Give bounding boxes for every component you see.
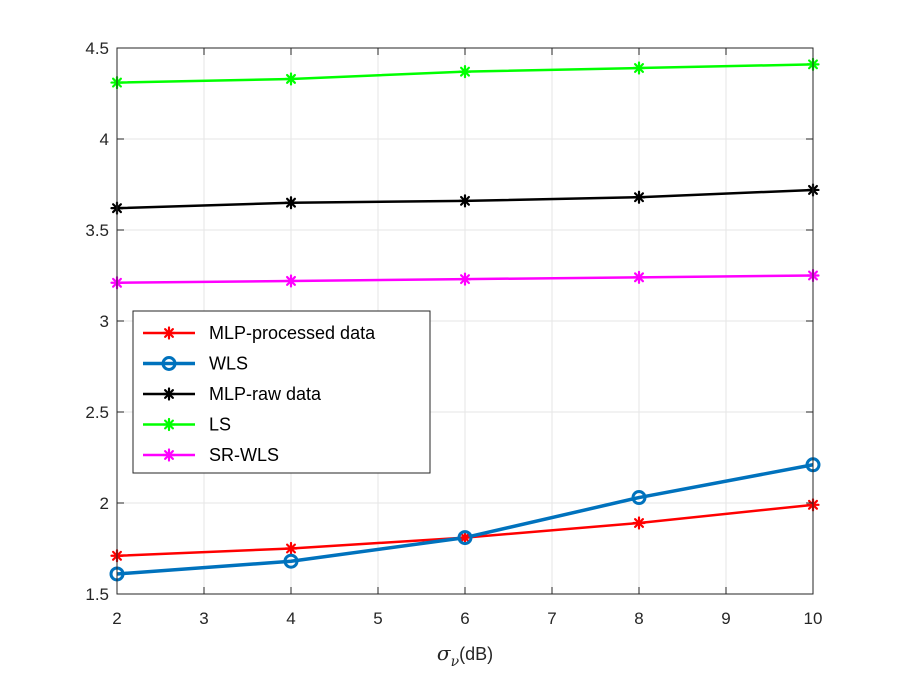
x-axis-label-symbol: σ <box>437 641 452 665</box>
data-point-wls <box>457 530 473 546</box>
legend-label-mlp-raw-data: MLP-raw data <box>209 384 322 404</box>
legend-box <box>132 310 431 474</box>
data-point-wls <box>283 553 299 569</box>
data-point-wls <box>631 490 647 506</box>
legend-marker-sr-wls <box>162 448 176 462</box>
data-point-sr-wls <box>458 272 472 286</box>
x-tick-label: 4 <box>286 609 295 628</box>
y-tick-label: 1.5 <box>85 585 109 604</box>
legend-label-wls: WLS <box>209 354 248 374</box>
y-tick-label: 3 <box>100 312 109 331</box>
legend-marker-ls <box>162 417 176 432</box>
y-tick-label: 2.5 <box>85 403 109 422</box>
data-point-mlp-processed-data <box>458 530 472 545</box>
x-axis-label: σν(dB) <box>437 641 493 670</box>
y-tick-label: 3.5 <box>85 221 109 240</box>
x-axis-label-subscript: ν <box>451 654 460 670</box>
data-point-mlp-raw-data <box>632 190 646 204</box>
legend-marker-mlp-raw-data <box>162 387 176 401</box>
y-tick-label: 4 <box>100 130 109 149</box>
data-point-sr-wls <box>632 270 646 284</box>
data-point-mlp-raw-data <box>458 194 472 208</box>
data-point-ls <box>632 61 646 75</box>
data-point-ls <box>284 72 298 86</box>
data-point-mlp-raw-data <box>284 196 298 210</box>
legend-label-mlp-processed-data: MLP-processed data <box>209 323 376 343</box>
x-tick-label: 9 <box>721 609 730 628</box>
legend-marker-wls <box>161 356 177 371</box>
x-axis-label-unit: (dB) <box>459 644 493 664</box>
data-point-mlp-processed-data <box>284 541 298 556</box>
data-point-mlp-processed-data <box>632 516 646 530</box>
x-tick-label: 5 <box>373 609 382 628</box>
data-point-ls <box>458 65 472 79</box>
tick-labels: 2 3 4 5 6 7 8 9 101.522.533.544.5 <box>85 39 822 628</box>
y-tick-label: 2 <box>100 494 109 513</box>
data-point-sr-wls <box>284 274 298 288</box>
x-tick-label: 6 <box>460 609 469 628</box>
x-tick-label: 8 <box>634 609 643 628</box>
legend-label-ls: LS <box>209 415 231 435</box>
legend-label-sr-wls: SR-WLS <box>209 445 279 465</box>
x-tick-label: 2 <box>112 609 121 628</box>
legend-marker-mlp-processed-data <box>162 326 176 340</box>
axis-ticks <box>116 47 814 595</box>
y-tick-label: 4.5 <box>85 39 109 58</box>
x-tick-label: 7 <box>547 609 556 628</box>
x-tick-label: 10 <box>804 609 823 628</box>
x-tick-label: 3 <box>199 609 208 628</box>
legend: MLP-processed data WLS MLP-raw data LS SR-WL… <box>132 310 431 474</box>
